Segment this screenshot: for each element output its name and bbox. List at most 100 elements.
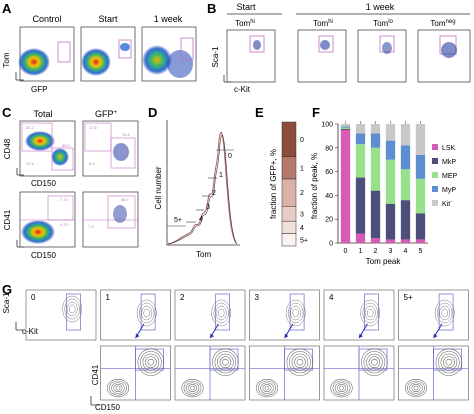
panel-f-bar-segment: [355, 233, 366, 243]
panel-g-contour: [183, 380, 202, 396]
legend-label-mep: MEP: [442, 173, 458, 180]
panel-g-arrow-head: [359, 333, 363, 338]
panel-b-cluster-2: [320, 40, 330, 50]
panel-g-contour: [214, 351, 237, 374]
panel-g-contour: [364, 305, 376, 321]
panel-f-bar-segment: [400, 145, 411, 170]
panel-e: E fraction of GFP+, % 0 1 2 3 4 5+: [255, 105, 308, 247]
panel-f-bar-segment: [385, 239, 396, 243]
panel-f-xtick-label: 3: [389, 248, 393, 255]
panel-b-cluster-3: [382, 42, 392, 54]
panel-d-xlabel: Tom: [196, 250, 211, 259]
panel-g-gate: [66, 293, 81, 331]
panel-f-axes: 0 20 40 60 80 100 0 1 2 3 4 5: [321, 122, 428, 255]
panel-d-peak-label: 2: [212, 190, 216, 197]
panel-g-contour: [289, 351, 311, 374]
panel-e-segment: [281, 220, 297, 234]
panel-g-plot-title: 4: [329, 293, 334, 302]
panel-b-plot-1: [226, 29, 276, 83]
panel-f-bar-segment: [400, 200, 411, 240]
panel-f-ytick-label: 20: [325, 217, 333, 224]
panel-g-contour: [260, 382, 274, 394]
panel-g-contour: [264, 385, 270, 391]
panel-c-label: C: [2, 105, 12, 120]
panel-g-contour: [330, 379, 353, 398]
panel-g-contour: [296, 358, 304, 366]
panel-b-title-2: Tomhi: [313, 19, 333, 28]
panel-g-contour: [411, 384, 421, 393]
panel-g-plot-top: [398, 289, 469, 341]
panel-f-ytick-label: 60: [325, 169, 333, 176]
panel-b-title-4: Tomneg: [430, 19, 455, 28]
panel-a-axis-arrow: [15, 72, 24, 81]
panel-g-plot-top: [174, 289, 246, 341]
panel-g-contour: [219, 356, 232, 369]
panel-g-contour: [413, 385, 419, 391]
panel-c-density-cd41: [21, 220, 55, 244]
panel-g-contour: [62, 295, 83, 323]
panel-g-gate: [140, 293, 156, 331]
panel-a-density-week: [142, 45, 172, 75]
panel-e-segment-labels: 0 1 2 3 4 5+: [300, 137, 308, 244]
panel-c-ylabel-bottom: CD41: [3, 209, 12, 230]
panel-d-peak-label: 4: [199, 216, 203, 223]
panel-g-plots: 0 1 2 3 4 5+: [25, 289, 469, 401]
panel-f-ytick-label: 100: [321, 122, 333, 129]
panel-g-contour: [288, 302, 304, 324]
panel-d-peak-label: 0: [228, 153, 232, 160]
panel-f-bars: [340, 121, 426, 243]
panel-f-bar-segment: [415, 213, 426, 240]
panel-g-contour: [339, 385, 344, 391]
panel-g-plot-title: 1: [106, 293, 111, 302]
panel-g-contour: [217, 353, 234, 371]
panel-a-title-week: 1 week: [154, 14, 183, 24]
panel-g-contour: [113, 384, 123, 393]
panel-c-gate-number: 6.4: [89, 161, 95, 166]
panel-g-ylabel-bottom: CD41: [91, 364, 100, 385]
panel-g-contour: [143, 308, 150, 318]
panel-f-bar-segment: [370, 238, 381, 243]
panel-g-contour: [145, 356, 157, 369]
panel-f-bar-segment: [400, 239, 411, 243]
panel-c-gate-6: [107, 195, 136, 229]
panel-g-plot-title: 3: [255, 293, 260, 302]
panel-c-density-total-top: [25, 131, 55, 151]
panel-c-cluster-gfp-top: [113, 143, 129, 161]
panel-a-density-control: [18, 48, 50, 76]
panel-b-label: B: [207, 1, 216, 16]
panel-f-bar-segment: [340, 128, 351, 130]
panel-g-plot-top: [249, 289, 320, 341]
panel-d: D 0 1 2 3 4 5+ Cell number Tom: [148, 105, 240, 259]
legend-swatch-mkp: [432, 158, 438, 164]
panel-f-label: F: [312, 105, 320, 120]
panel-c-gate-number: 12.5: [26, 161, 35, 166]
panel-g-contour: [222, 358, 229, 366]
panel-g-contour: [142, 353, 160, 371]
panel-f-legend: LSK MkP MEP MyP Kit-: [432, 144, 458, 208]
panel-g-contour: [366, 353, 383, 371]
panel-f-bar-segment: [415, 178, 426, 214]
panel-g-plot-title: 5+: [404, 293, 413, 302]
panel-g-contour: [262, 384, 272, 393]
panel-c-gate-number: 76.4: [122, 132, 131, 137]
panel-f-bar-segment: [385, 124, 396, 141]
panel-e-segment: [281, 233, 297, 247]
panel-c-gate-number: 81.2: [26, 125, 35, 130]
panel-c-title-total: Total: [33, 109, 52, 119]
panel-g-contour: [68, 304, 76, 314]
panel-e-label: E: [255, 105, 264, 120]
panel-f-bar-segment: [340, 127, 351, 129]
panel-g-arrow-head: [135, 333, 140, 338]
panel-f-bar-segment: [340, 126, 351, 128]
panel-g-axis-arrow-top: [15, 322, 23, 331]
panel-c-title-gfp: GFP+: [95, 109, 118, 119]
panel-g-contour: [188, 384, 197, 393]
panel-e-segment-label: 0: [300, 137, 304, 144]
panel-f-bar-segment: [415, 239, 426, 243]
panel-c-plot-gfp-bottom: [82, 191, 139, 248]
panel-g-contour: [106, 379, 130, 398]
panel-a-gate-control: [57, 41, 71, 63]
panel-g-contour: [212, 348, 239, 376]
legend-label-myp: MyP: [442, 187, 456, 194]
panel-g-contour: [294, 356, 306, 369]
